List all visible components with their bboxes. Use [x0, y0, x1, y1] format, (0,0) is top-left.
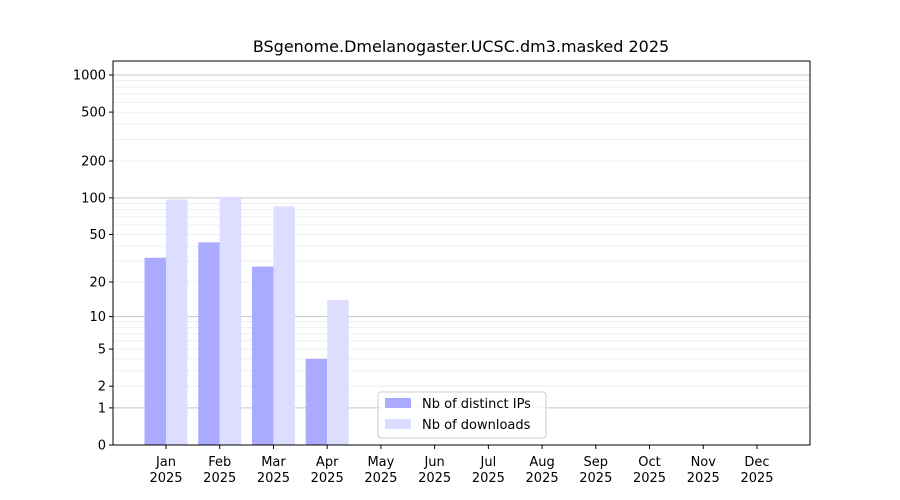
legend-swatch-distinct-ips	[385, 398, 411, 408]
y-tick-label: 100	[81, 191, 106, 206]
y-tick-label: 1	[98, 401, 106, 416]
x-tick-label-month: Mar	[261, 455, 286, 470]
x-tick-label-year: 2025	[257, 471, 290, 486]
x-tick-label-year: 2025	[526, 471, 559, 486]
legend-box	[377, 391, 547, 439]
x-tick-label-year: 2025	[633, 471, 666, 486]
bar-downloads	[219, 196, 242, 445]
bar-distinct-ips	[305, 358, 328, 445]
x-tick-label-month: Sep	[584, 455, 609, 470]
y-tick-label: 200	[81, 155, 106, 170]
x-tick-label-month: Aug	[529, 455, 554, 470]
legend: Nb of distinct IPs Nb of downloads	[377, 391, 547, 439]
x-tick-label-year: 2025	[311, 471, 344, 486]
x-tick-label-year: 2025	[149, 471, 182, 486]
y-axis: 0 1 2 5 10 20 50 100 200 500 1000	[73, 69, 113, 454]
x-tick-label-year: 2025	[364, 471, 397, 486]
y-tick-label: 500	[81, 106, 106, 121]
plot-frame	[112, 60, 811, 446]
bar-downloads	[166, 199, 188, 445]
x-tick-label-month: Nov	[691, 455, 717, 470]
x-tick-label-year: 2025	[687, 471, 720, 486]
chart-title: BSgenome.Dmelanogaster.UCSC.dm3.masked 2…	[253, 37, 669, 56]
x-axis: Jan2025Feb2025Mar2025Apr2025May2025Jun20…	[149, 445, 774, 486]
y-tick-label: 20	[89, 275, 106, 290]
x-tick-label-month: Feb	[208, 455, 231, 470]
bar-downloads	[327, 299, 349, 445]
y-tick-label: 50	[89, 228, 106, 243]
x-tick-label-month: Oct	[638, 455, 660, 470]
x-tick-label-month: Apr	[316, 455, 339, 470]
y-tick-label: 2	[98, 380, 106, 395]
x-tick-label-month: Dec	[744, 455, 769, 470]
x-tick-label-month: May	[367, 455, 394, 470]
x-tick-label-month: Jan	[155, 455, 176, 470]
x-tick-label-year: 2025	[472, 471, 505, 486]
legend-label-distinct-ips: Nb of distinct IPs	[422, 397, 531, 412]
x-tick-label-year: 2025	[740, 471, 773, 486]
x-tick-label-month: Jul	[480, 455, 497, 470]
y-tick-label: 0	[98, 439, 106, 454]
legend-label-downloads: Nb of downloads	[422, 418, 531, 433]
x-tick-label-year: 2025	[579, 471, 612, 486]
bar-distinct-ips	[251, 266, 274, 445]
y-tick-label: 10	[89, 310, 106, 325]
bars	[144, 196, 349, 445]
y-tick-label: 5	[98, 343, 106, 358]
y-tick-label: 1000	[73, 69, 106, 84]
x-tick-label-month: Jun	[423, 455, 444, 470]
x-tick-label-year: 2025	[203, 471, 236, 486]
bar-distinct-ips	[198, 242, 220, 445]
legend-swatch-downloads	[385, 419, 411, 429]
x-tick-label-year: 2025	[418, 471, 451, 486]
bar-downloads	[273, 206, 295, 445]
bar-distinct-ips	[144, 257, 166, 445]
